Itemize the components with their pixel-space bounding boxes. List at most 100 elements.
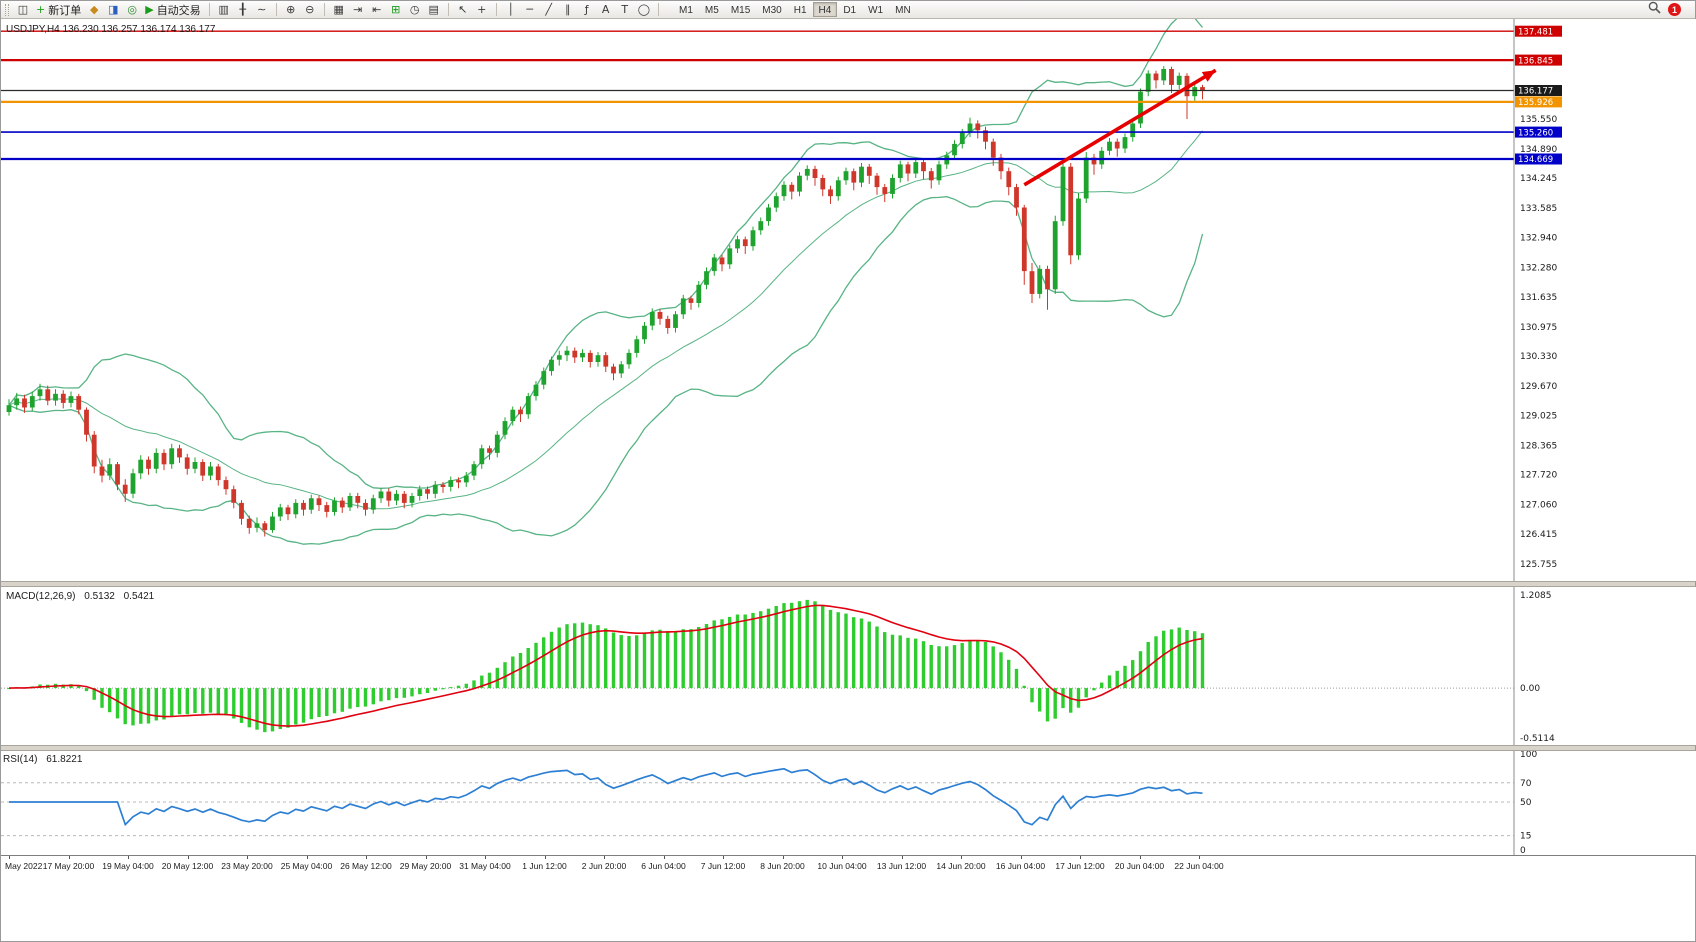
candle xyxy=(401,491,407,509)
candle xyxy=(122,479,128,502)
macd-bar xyxy=(263,688,267,733)
time-axis-tick xyxy=(425,856,427,859)
candle xyxy=(1014,183,1019,216)
search-icon[interactable] xyxy=(1648,1,1661,19)
candle xyxy=(246,515,252,534)
macd-bar xyxy=(991,646,995,689)
price-chart[interactable]: 135.550 134.890 134.245 133.585 132.940 132.2… xyxy=(1,19,1696,581)
candle-body xyxy=(386,491,392,501)
charts-window-icon[interactable]: ◫ xyxy=(14,2,32,18)
market-watch-icon[interactable]: ◨ xyxy=(104,2,122,18)
trendline-icon[interactable]: ╱ xyxy=(540,2,558,18)
rsi-axis-label: 0 xyxy=(1520,846,1526,855)
candle-body xyxy=(316,498,322,506)
macd-axis[interactable]: 1.2085 0.00 -0.5114 xyxy=(1520,591,1555,744)
candle-body xyxy=(642,325,647,340)
profiles-icon[interactable]: ◆ xyxy=(85,2,103,18)
macd-panel-splitter[interactable] xyxy=(1,581,1695,587)
timeframe-D1[interactable]: D1 xyxy=(843,5,857,16)
candle xyxy=(254,517,260,533)
time-axis[interactable]: May 2022 17 May 20:00 19 May 04:00 20 May 1… xyxy=(1,855,1695,875)
candle xyxy=(370,494,376,514)
candle-body xyxy=(308,498,314,510)
label-icon[interactable]: T xyxy=(616,2,634,18)
auto-scroll-icon[interactable]: ⇥ xyxy=(349,2,367,18)
macd-bar xyxy=(84,688,89,692)
candle xyxy=(843,167,849,185)
cursor-icon[interactable]: ↖ xyxy=(454,2,472,18)
candle xyxy=(533,381,539,401)
candle xyxy=(339,497,345,513)
notification-badge[interactable]: 1 xyxy=(1668,3,1681,16)
trend-arrow[interactable] xyxy=(1023,68,1217,187)
line-chart-icon[interactable]: ∼ xyxy=(253,2,271,18)
tile-windows-icon[interactable]: ▦ xyxy=(330,2,348,18)
timeframe-W1[interactable]: W1 xyxy=(868,5,884,16)
candle xyxy=(146,456,151,475)
crosshair-icon[interactable]: + xyxy=(473,2,491,18)
macd-bar xyxy=(255,688,259,730)
rsi-axis[interactable]: 100 70 50 15 0 xyxy=(1520,751,1537,855)
macd-panel[interactable]: 1.2085 0.00 -0.5114 xyxy=(1,587,1696,745)
macd-signal-line xyxy=(8,604,1203,727)
candle-body xyxy=(572,350,578,358)
candle xyxy=(642,322,647,344)
candle xyxy=(564,346,570,362)
time-axis-label: 6 Jun 04:00 xyxy=(641,861,686,871)
timeframe-H4[interactable]: H4 xyxy=(812,2,838,17)
timeframe-H1[interactable]: H1 xyxy=(793,5,807,16)
rsi-panel-splitter[interactable] xyxy=(1,745,1695,751)
new-order-button[interactable]: + 新订单 xyxy=(33,2,84,18)
candle-body xyxy=(696,284,702,303)
candle xyxy=(68,391,74,408)
price-axis-label: 131.635 xyxy=(1520,293,1557,303)
candle xyxy=(1184,73,1190,119)
macd-bar xyxy=(239,688,244,723)
fibonacci-icon[interactable]: ƒ xyxy=(578,2,596,18)
channel-icon[interactable]: ∥ xyxy=(559,2,577,18)
candlestick-chart-icon[interactable]: ╂ xyxy=(234,2,252,18)
candle-body xyxy=(1037,268,1043,294)
text-icon[interactable]: A xyxy=(597,2,615,18)
candle xyxy=(200,459,206,481)
periods-icon[interactable]: ◷ xyxy=(406,2,424,18)
candle-body xyxy=(1176,75,1182,85)
vertical-line-icon[interactable]: │ xyxy=(502,2,520,18)
candle-body xyxy=(270,516,275,531)
candle-body xyxy=(1200,87,1205,91)
candle-body xyxy=(347,496,353,508)
price-axis-label: 133.585 xyxy=(1520,204,1557,214)
candle xyxy=(425,486,430,500)
zoom-in-icon[interactable]: ⊕ xyxy=(282,2,300,18)
auto-scroll-icon-glyph: ⇥ xyxy=(353,3,363,16)
timeframe-MN[interactable]: MN xyxy=(895,5,911,16)
price-axis[interactable]: 135.550 134.890 134.245 133.585 132.940 132.2… xyxy=(1515,25,1562,570)
indicators-icon[interactable]: ⊞ xyxy=(387,2,405,18)
candle-body xyxy=(952,143,957,156)
navigator-icon[interactable]: ◎ xyxy=(123,2,141,18)
zoom-out-icon[interactable]: ⊖ xyxy=(301,2,319,18)
time-axis-tick xyxy=(1080,856,1081,859)
templates-icon[interactable]: ▤ xyxy=(425,2,443,18)
candle-body xyxy=(928,171,934,181)
horizontal-line-icon[interactable]: ─ xyxy=(521,2,539,18)
timeframe-M5[interactable]: M5 xyxy=(704,5,719,16)
shapes-icon[interactable]: ◯ xyxy=(635,2,653,18)
price-axis-label: 127.720 xyxy=(1520,471,1557,481)
macd-bar xyxy=(340,688,344,712)
timeframe-M15[interactable]: M15 xyxy=(730,5,751,16)
candle-body xyxy=(99,466,105,476)
toolbar-separator xyxy=(658,3,659,16)
candle xyxy=(37,383,43,401)
autotrading-button[interactable]: ▶ 自动交易 xyxy=(142,2,203,18)
candle xyxy=(719,254,725,272)
candle xyxy=(611,363,616,381)
macd-bar xyxy=(735,614,740,689)
timeframe-M30[interactable]: M30 xyxy=(762,5,782,16)
candle-body xyxy=(146,459,151,469)
timeframe-M1[interactable]: M1 xyxy=(679,5,693,16)
bar-chart-icon[interactable]: ▥ xyxy=(215,2,233,18)
toolbar-grip[interactable] xyxy=(5,3,9,16)
rsi-panel[interactable]: 100 70 50 15 0 xyxy=(1,751,1696,855)
chart-shift-icon[interactable]: ⇤ xyxy=(368,2,386,18)
